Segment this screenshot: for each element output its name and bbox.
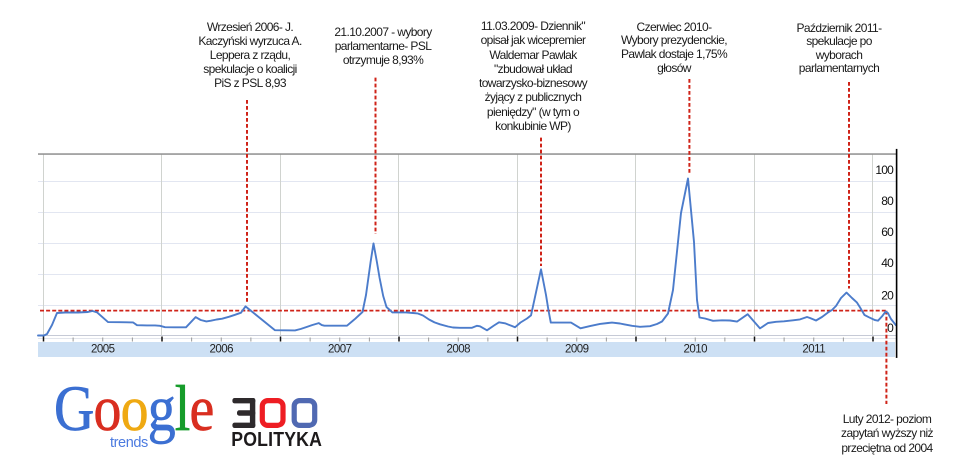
- svg-text:2009: 2009: [565, 344, 589, 356]
- svg-text:20: 20: [881, 289, 894, 303]
- svg-text:80: 80: [881, 194, 894, 208]
- svg-text:POLITYKA: POLITYKA: [231, 429, 322, 451]
- svg-text:0: 0: [887, 321, 894, 335]
- svg-text:2006: 2006: [209, 344, 233, 356]
- svg-text:2005: 2005: [91, 344, 115, 356]
- svg-text:2008: 2008: [446, 344, 470, 356]
- svg-text:2007: 2007: [328, 344, 352, 356]
- svg-text:100: 100: [875, 163, 894, 177]
- svg-text:2010: 2010: [683, 344, 707, 356]
- svg-text:2011: 2011: [802, 344, 825, 356]
- svg-text:60: 60: [881, 225, 894, 239]
- svg-text:40: 40: [881, 256, 894, 270]
